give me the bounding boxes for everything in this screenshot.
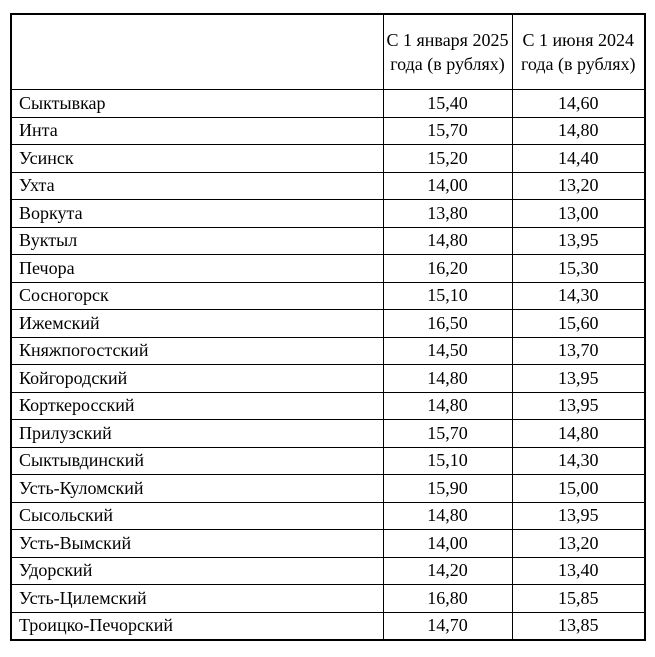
price-jun-2024: 15,30: [511, 254, 646, 283]
table-row: Койгородский 14,80 13,95: [10, 364, 646, 393]
table-row: Прилузский 15,70 14,80: [10, 419, 646, 448]
territory-name: Сысольский: [10, 501, 384, 530]
table-row: Троицко-Печорский 14,70 13,85: [10, 611, 646, 641]
price-jun-2024: 13,95: [511, 391, 646, 420]
table-row: Усть-Куломский 15,90 15,00: [10, 474, 646, 503]
price-jan-2025: 15,20: [382, 144, 513, 173]
price-jun-2024: 14,40: [511, 144, 646, 173]
territory-name: Ухта: [10, 171, 384, 200]
territory-name: Усинск: [10, 144, 384, 173]
table-row: Княжпогостский 14,50 13,70: [10, 336, 646, 365]
table-row: Воркута 13,80 13,00: [10, 199, 646, 228]
price-jan-2025: 15,70: [382, 116, 513, 145]
price-jun-2024: 14,60: [511, 89, 646, 118]
table-row: Ухта 14,00 13,20: [10, 171, 646, 200]
table-row: Удорский 14,20 13,40: [10, 556, 646, 585]
table-row: Вуктыл 14,80 13,95: [10, 226, 646, 255]
table-body: Сыктывкар 15,40 14,60 Инта 15,70 14,80 У…: [10, 89, 646, 641]
territory-name: Воркута: [10, 199, 384, 228]
price-jan-2025: 15,40: [382, 89, 513, 118]
price-jan-2025: 14,80: [382, 364, 513, 393]
price-jun-2024: 13,00: [511, 199, 646, 228]
price-jun-2024: 13,85: [511, 611, 646, 641]
price-jan-2025: 15,10: [382, 446, 513, 475]
table-row: Ижемский 16,50 15,60: [10, 309, 646, 338]
territory-name: Инта: [10, 116, 384, 145]
price-jun-2024: 14,80: [511, 419, 646, 448]
column-header-territory: [10, 13, 384, 90]
column-header-jun-2024: С 1 июня 2024 года (в рублях): [511, 13, 646, 90]
territory-name: Печора: [10, 254, 384, 283]
price-jan-2025: 14,80: [382, 391, 513, 420]
price-jan-2025: 14,00: [382, 529, 513, 558]
price-jan-2025: 16,50: [382, 309, 513, 338]
price-jun-2024: 13,20: [511, 529, 646, 558]
table-row: Сыктывкар 15,40 14,60: [10, 89, 646, 118]
table-row: Усть-Вымский 14,00 13,20: [10, 529, 646, 558]
price-jan-2025: 16,20: [382, 254, 513, 283]
header-row: С 1 января 2025 года (в рублях) С 1 июня…: [10, 13, 646, 90]
table-row: Сосногорск 15,10 14,30: [10, 281, 646, 310]
price-jan-2025: 14,80: [382, 501, 513, 530]
territory-name: Койгородский: [10, 364, 384, 393]
territory-name: Сосногорск: [10, 281, 384, 310]
price-jan-2025: 15,70: [382, 419, 513, 448]
price-jun-2024: 13,95: [511, 226, 646, 255]
price-jun-2024: 15,85: [511, 584, 646, 613]
table-row: Сыктывдинский 15,10 14,30: [10, 446, 646, 475]
territory-name: Сыктывдинский: [10, 446, 384, 475]
table-row: Усинск 15,20 14,40: [10, 144, 646, 173]
price-jan-2025: 14,20: [382, 556, 513, 585]
price-jan-2025: 14,70: [382, 611, 513, 641]
price-jun-2024: 13,95: [511, 501, 646, 530]
table-row: Сысольский 14,80 13,95: [10, 501, 646, 530]
price-jan-2025: 13,80: [382, 199, 513, 228]
price-jun-2024: 15,00: [511, 474, 646, 503]
price-jan-2025: 14,00: [382, 171, 513, 200]
price-jun-2024: 14,30: [511, 281, 646, 310]
price-jun-2024: 15,60: [511, 309, 646, 338]
table-row: Усть-Цилемский 16,80 15,85: [10, 584, 646, 613]
territory-name: Прилузский: [10, 419, 384, 448]
price-jun-2024: 14,30: [511, 446, 646, 475]
territory-name: Княжпогостский: [10, 336, 384, 365]
price-jun-2024: 14,80: [511, 116, 646, 145]
territory-name: Корткеросский: [10, 391, 384, 420]
territory-name: Усть-Вымский: [10, 529, 384, 558]
price-jun-2024: 13,20: [511, 171, 646, 200]
territory-name: Усть-Куломский: [10, 474, 384, 503]
table-row: Корткеросский 14,80 13,95: [10, 391, 646, 420]
tariff-table: С 1 января 2025 года (в рублях) С 1 июня…: [10, 13, 646, 641]
price-jan-2025: 14,50: [382, 336, 513, 365]
territory-name: Усть-Цилемский: [10, 584, 384, 613]
territory-name: Вуктыл: [10, 226, 384, 255]
price-jun-2024: 13,95: [511, 364, 646, 393]
table-row: Печора 16,20 15,30: [10, 254, 646, 283]
price-jan-2025: 15,10: [382, 281, 513, 310]
column-header-jan-2025: С 1 января 2025 года (в рублях): [382, 13, 513, 90]
price-jun-2024: 13,70: [511, 336, 646, 365]
price-jan-2025: 16,80: [382, 584, 513, 613]
territory-name: Троицко-Печорский: [10, 611, 384, 641]
price-jun-2024: 13,40: [511, 556, 646, 585]
price-jan-2025: 15,90: [382, 474, 513, 503]
territory-name: Ижемский: [10, 309, 384, 338]
territory-name: Удорский: [10, 556, 384, 585]
territory-name: Сыктывкар: [10, 89, 384, 118]
price-jan-2025: 14,80: [382, 226, 513, 255]
table-row: Инта 15,70 14,80: [10, 116, 646, 145]
